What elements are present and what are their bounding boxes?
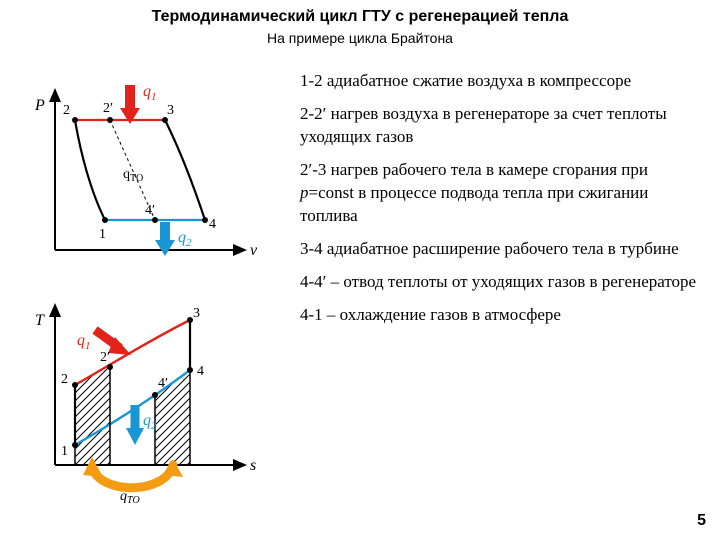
legend-row: 3-4 адиабатное расширение рабочего тела …: [300, 238, 700, 261]
pv-pt-3: 3: [167, 103, 174, 118]
ts-pt-1: 1: [61, 444, 68, 459]
ts-pt-4p: 4′: [158, 376, 168, 391]
pv-pt-1: 1: [99, 227, 106, 242]
slide-subtitle: На примере цикла Брайтона: [0, 30, 720, 46]
legend-row: 4-1 – охлаждение газов в атмосфере: [300, 304, 700, 327]
legend-text: нагрев рабочего тела в камере сгорания п…: [300, 160, 648, 225]
ts-q1-label: q1: [77, 332, 91, 352]
slide-title: Термодинамический цикл ГТУ с регенерацие…: [0, 8, 720, 26]
pv-pt-4: 4: [209, 217, 216, 232]
pv-y-axis-label: P: [34, 97, 45, 114]
ts-pt-3: 3: [193, 306, 200, 321]
pv-pt-2p: 2′: [103, 101, 113, 116]
legend-key: 3-4: [300, 239, 323, 258]
page-number: 5: [697, 512, 706, 530]
process-legend: 1-2 адиабатное сжатие воздуха в компресс…: [300, 70, 700, 336]
legend-row: 2-2′ нагрев воздуха в регенераторе за сч…: [300, 103, 700, 149]
pv-q2-label: q2: [178, 229, 192, 249]
pv-x-axis-label: v: [250, 242, 258, 259]
legend-text: адиабатное сжатие воздуха в компрессоре: [327, 71, 631, 90]
legend-row: 4-4′ – отвод теплоты от уходящих газов в…: [300, 271, 700, 294]
legend-key: 2′-3: [300, 160, 326, 179]
ts-pt-2: 2: [61, 372, 68, 387]
ts-y-axis-label: T: [35, 312, 45, 329]
legend-key: 1-2: [300, 71, 323, 90]
diagrams: P v q1 q2 qТО 1: [15, 70, 275, 510]
ts-pt-4: 4: [197, 364, 204, 379]
ts-pt-2p: 2′: [100, 350, 110, 365]
pv-pt-4p: 4′: [145, 203, 155, 218]
legend-text: нагрев воздуха в регенераторе за счет те…: [300, 104, 667, 146]
legend-text: – отвод теплоты от уходящих газов в реге…: [331, 272, 696, 291]
pv-diagram: P v q1 q2 qТО 1: [15, 70, 275, 280]
ts-diagram: T s q1 q2: [15, 285, 275, 505]
legend-key: 2-2′: [300, 104, 326, 123]
legend-key: 4-4′: [300, 272, 326, 291]
legend-row: 2′-3 нагрев рабочего тела в камере сгора…: [300, 159, 700, 228]
pv-qto-label: qТО: [123, 167, 143, 184]
legend-text: адиабатное расширение рабочего тела в ту…: [327, 239, 679, 258]
legend-key: 4-1: [300, 305, 323, 324]
legend-text: – охлаждение газов в атмосфере: [327, 305, 561, 324]
ts-x-axis-label: s: [250, 457, 256, 474]
pv-pt-2: 2: [63, 103, 70, 118]
legend-row: 1-2 адиабатное сжатие воздуха в компресс…: [300, 70, 700, 93]
pv-q1-label: q1: [143, 83, 157, 103]
